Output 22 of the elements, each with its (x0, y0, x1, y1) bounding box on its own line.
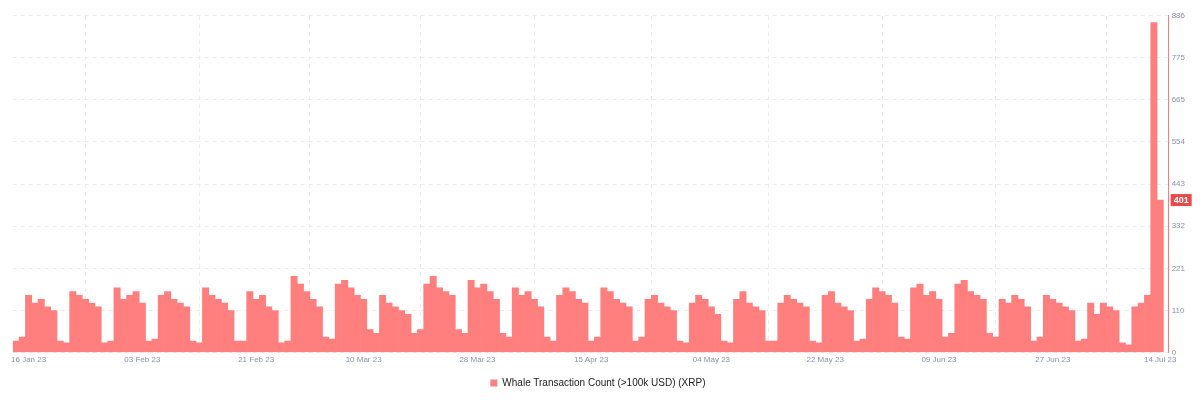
y-tick-label: 332 (1171, 221, 1186, 231)
x-tick-label: 10 Mar 23 (345, 355, 383, 365)
x-tick-label: 16 Jan 23 (11, 355, 47, 365)
x-tick-label: 28 Mar 23 (459, 355, 496, 365)
y-tick-label: 554 (1171, 137, 1186, 147)
x-tick-label: 27 Jun 23 (1035, 355, 1071, 365)
y-tick-label: 443 (1171, 179, 1186, 189)
x-tick-label: 04 May 23 (692, 355, 731, 365)
text: 401 (1173, 194, 1189, 205)
x-tick-label: 03 Feb 23 (124, 355, 161, 365)
y-tick-label: 886 (1171, 11, 1186, 20)
y-tick-label: 0 (1171, 347, 1177, 357)
x-tick-label: 15 Apr 23 (574, 355, 609, 365)
x-tick-label: 09 Jun 23 (921, 355, 958, 365)
x-tick-label: 22 May 23 (806, 355, 845, 365)
y-tick-label: 665 (1171, 94, 1186, 104)
y-tick-label: 221 (1171, 263, 1186, 273)
y-tick-label: 110 (1171, 305, 1185, 315)
legend-label: Whale Transaction Count (>100k USD) (XRP) (502, 376, 706, 388)
x-tick-label: 21 Feb 23 (238, 355, 275, 365)
y-tick-label: 775 (1171, 53, 1186, 63)
x-tick-label: 14 Jul 23 (1143, 355, 1178, 365)
